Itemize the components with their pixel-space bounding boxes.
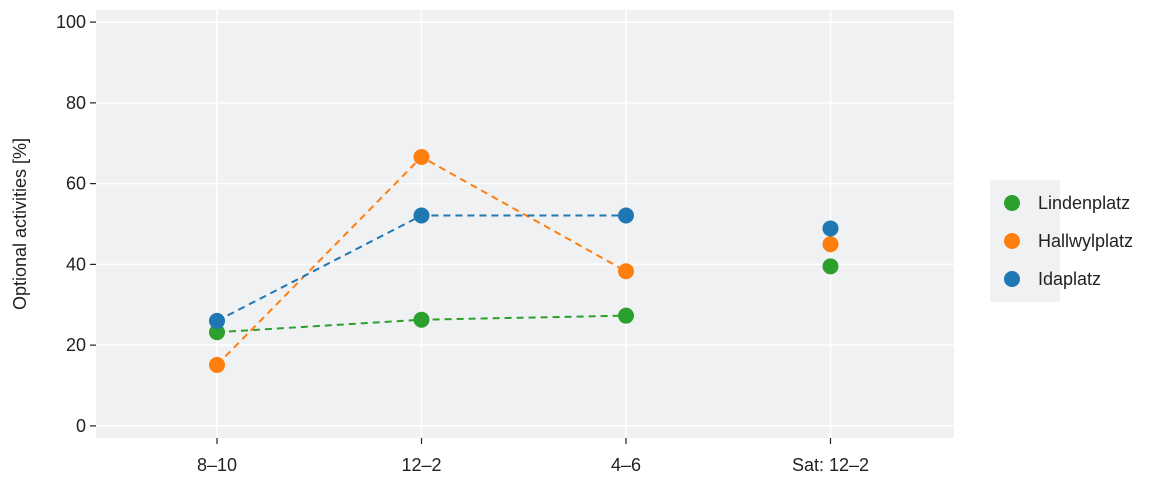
y-tick-label: 100: [56, 12, 86, 32]
plot-background: [96, 10, 954, 438]
data-point-lindenplatz: [822, 258, 839, 275]
legend-background: [990, 180, 1060, 302]
series-group: [209, 148, 839, 373]
data-point-hallwylplatz: [413, 148, 430, 165]
legend: Lindenplatz Hallwylplatz Idaplatz: [1004, 193, 1133, 289]
data-point-hallwylplatz: [618, 263, 634, 280]
data-point-lindenplatz: [618, 307, 634, 324]
y-tick-label: 60: [66, 174, 86, 194]
x-tick-label: 4–6: [611, 455, 641, 475]
legend-label: Lindenplatz: [1038, 193, 1130, 213]
data-point-idaplatz: [822, 220, 839, 237]
y-axis: 0 20 40 60 80 100: [56, 12, 96, 436]
x-axis: 8–10 12–2 4–6 Sat: 12–2: [197, 438, 869, 475]
legend-label: Hallwylplatz: [1038, 231, 1133, 251]
data-point-lindenplatz: [413, 311, 430, 328]
legend-marker-lindenplatz: [1004, 195, 1020, 211]
data-point-idaplatz: [209, 312, 225, 329]
legend-label: Idaplatz: [1038, 269, 1101, 289]
y-tick-label: 40: [66, 254, 86, 274]
data-point-lindenplatz: [209, 324, 225, 341]
legend-marker-hallwylplatz: [1004, 233, 1020, 249]
y-axis-title: Optional activities [%]: [10, 138, 30, 310]
y-tick-label: 20: [66, 335, 86, 355]
y-tick-label: 80: [66, 93, 86, 113]
x-tick-label: Sat: 12–2: [792, 455, 869, 475]
data-point-idaplatz: [413, 207, 430, 224]
series-points: [209, 148, 839, 373]
x-tick-label: 8–10: [197, 455, 237, 475]
data-point-idaplatz: [618, 207, 634, 224]
data-point-hallwylplatz: [209, 356, 225, 373]
legend-marker-idaplatz: [1004, 271, 1020, 287]
data-point-hallwylplatz: [822, 236, 839, 253]
y-tick-label: 0: [76, 416, 86, 436]
x-tick-label: 12–2: [401, 455, 441, 475]
